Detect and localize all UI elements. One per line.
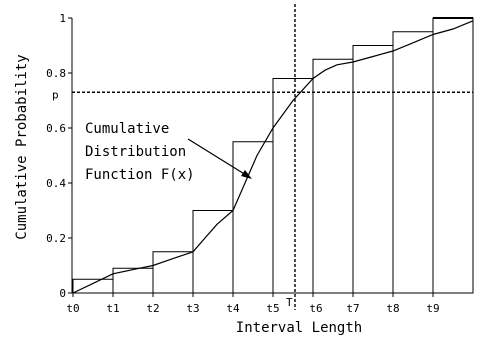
cdf-curve: [72, 20, 474, 294]
T-label: T: [286, 296, 293, 309]
bar-t8: [392, 31, 434, 294]
bar-t7: [352, 45, 394, 294]
y-tick-label: 1: [59, 12, 66, 25]
x-tick-label: t4: [226, 302, 240, 315]
x-tick-label: t3: [186, 302, 199, 315]
y-tick-label: 0.6: [46, 122, 66, 135]
y-tick-label: 0.2: [46, 232, 66, 245]
bar-t9: [432, 17, 474, 294]
x-tick-label: t2: [146, 302, 159, 315]
guides-layer: pT: [52, 4, 473, 310]
bar-t0: [72, 278, 114, 294]
x-tick-label: t1: [106, 302, 119, 315]
annotation-arrow: [187, 138, 252, 179]
y-tick-label: 0: [59, 287, 66, 300]
y-tick-label: 0.8: [46, 67, 66, 80]
x-tick-label: t6: [309, 302, 322, 315]
curve-layer: [72, 20, 474, 294]
x-tick-label: t7: [346, 302, 359, 315]
x-tick-label: t0: [66, 302, 79, 315]
bar-t5: [272, 78, 314, 294]
ticks-layer: 0 0.2 0.4 0.6 0.8 1 t0 t1 t2 t3 t4 t5 t6 t7 t8 t9: [46, 12, 440, 315]
p-label: p: [52, 88, 59, 101]
bar-t3: [192, 210, 234, 294]
y-tick-label: 0.4: [46, 177, 66, 190]
x-axis-label: Interval Length: [236, 320, 362, 336]
annotation-line-3: Function F(x): [85, 167, 195, 183]
x-tick-label: t8: [386, 302, 399, 315]
x-tick-label: t5: [266, 302, 279, 315]
x-tick-label: t9: [426, 302, 439, 315]
bar-t2: [152, 251, 194, 294]
annotation-line-1: Cumulative: [85, 121, 169, 137]
y-axis-label: Cumulative Probability: [14, 54, 30, 239]
bar-t6: [312, 58, 354, 294]
annotation-line-2: Distribution: [85, 144, 186, 160]
